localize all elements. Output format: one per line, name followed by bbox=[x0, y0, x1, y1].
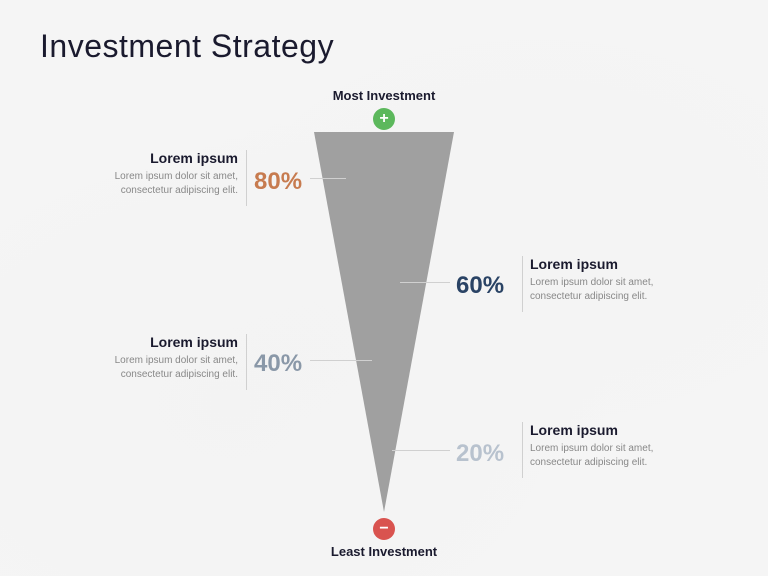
divider-line bbox=[522, 256, 523, 312]
percentage-value: 60% bbox=[456, 272, 504, 300]
funnel-triangle bbox=[314, 132, 454, 512]
bottom-label: Least Investment bbox=[331, 544, 437, 559]
percentage-value: 20% bbox=[456, 440, 504, 468]
connector-line bbox=[400, 282, 450, 283]
top-label: Most Investment bbox=[333, 88, 436, 103]
connector-line bbox=[392, 450, 450, 451]
item-description: Lorem ipsum dolor sit amet, consectetur … bbox=[530, 276, 690, 304]
connector-line bbox=[310, 360, 372, 361]
percentage-value: 80% bbox=[254, 168, 302, 196]
slide-title: Investment Strategy bbox=[40, 28, 334, 65]
divider-line bbox=[522, 422, 523, 478]
item-heading: Lorem ipsum bbox=[78, 334, 238, 350]
plus-icon: + bbox=[373, 108, 395, 130]
strategy-item: Lorem ipsum Lorem ipsum dolor sit amet, c… bbox=[78, 150, 238, 198]
item-description: Lorem ipsum dolor sit amet, consectetur … bbox=[78, 170, 238, 198]
minus-icon: − bbox=[373, 518, 395, 540]
strategy-item: Lorem ipsum Lorem ipsum dolor sit amet, c… bbox=[78, 334, 238, 382]
divider-line bbox=[246, 334, 247, 390]
divider-line bbox=[246, 150, 247, 206]
item-description: Lorem ipsum dolor sit amet, consectetur … bbox=[530, 442, 690, 470]
connector-line bbox=[310, 178, 346, 179]
item-description: Lorem ipsum dolor sit amet, consectetur … bbox=[78, 354, 238, 382]
strategy-item: Lorem ipsum Lorem ipsum dolor sit amet, c… bbox=[530, 422, 690, 470]
item-heading: Lorem ipsum bbox=[530, 422, 690, 438]
item-heading: Lorem ipsum bbox=[78, 150, 238, 166]
item-heading: Lorem ipsum bbox=[530, 256, 690, 272]
strategy-item: Lorem ipsum Lorem ipsum dolor sit amet, c… bbox=[530, 256, 690, 304]
percentage-value: 40% bbox=[254, 350, 302, 378]
